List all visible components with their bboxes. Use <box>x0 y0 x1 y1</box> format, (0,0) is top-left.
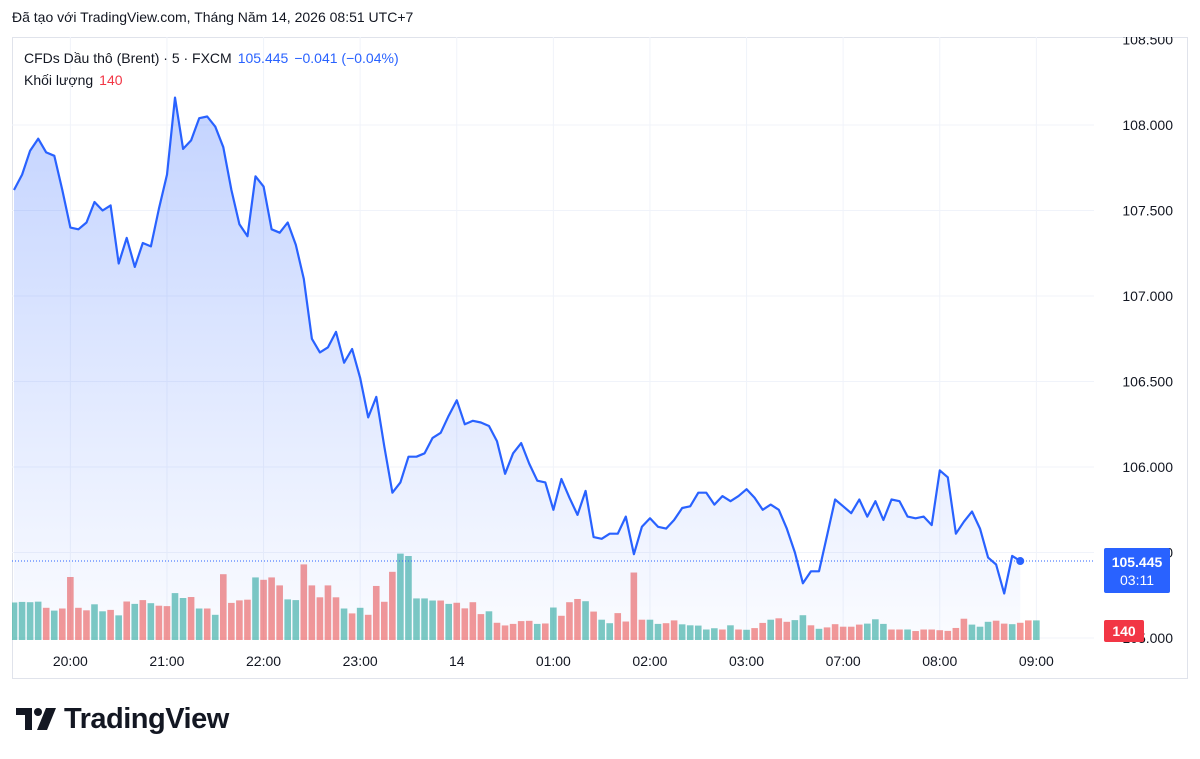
price-area <box>14 97 1021 641</box>
last-price-dot <box>1016 557 1025 566</box>
x-tick-label: 02:00 <box>632 653 667 669</box>
legend-volume-value: 140 <box>99 72 123 88</box>
chart-legend: CFDs Dầu thô (Brent) · 5 · FXCM 105.445 −0… <box>24 47 399 91</box>
x-tick-label: 07:00 <box>826 653 861 669</box>
volume-badge <box>1104 620 1144 642</box>
legend-symbol[interactable]: CFDs Dầu thô (Brent) · 5 · FXCM <box>24 50 232 66</box>
y-tick-label: 108.500 <box>1122 37 1173 48</box>
legend-change: −0.041 (−0.04%) <box>294 50 399 66</box>
x-axis: 20:00 21:00 22:00 23:00 14 01:00 02:00 03:00 07:… <box>53 653 1054 669</box>
x-tick-label: 03:00 <box>729 653 764 669</box>
x-tick-label: 23:00 <box>343 653 378 669</box>
last-price-badge-price: 105.445 <box>1112 554 1163 570</box>
price-line <box>13 96 1021 595</box>
chart-frame[interactable]: 108.500 108.000 107.500 107.000 106.500 106.0… <box>10 32 1188 679</box>
legend-symbol-row: CFDs Dầu thô (Brent) · 5 · FXCM 105.445 −0… <box>24 47 399 69</box>
legend-last-price: 105.445 <box>237 50 289 66</box>
last-price-badge-countdown: 03:11 <box>1120 572 1154 588</box>
y-tick-label: 106.500 <box>1122 374 1173 390</box>
x-tick-label: 01:00 <box>536 653 571 669</box>
x-tick-label: 08:00 <box>922 653 957 669</box>
price-chart[interactable]: 108.500 108.000 107.500 107.000 106.500 106.0… <box>10 32 1188 679</box>
x-tick-label: 20:00 <box>53 653 88 669</box>
chart-border <box>12 37 1188 679</box>
volume-badge-value: 140 <box>1112 623 1136 639</box>
tradingview-logo[interactable]: TradingView <box>16 703 229 735</box>
y-tick-label: 106.000 <box>1122 459 1173 475</box>
x-tick-label: 21:00 <box>149 653 184 669</box>
price-scale-badges: 105.445 03:11 140 <box>1104 548 1170 642</box>
chart-caption: Đã tạo với TradingView.com, Tháng Năm 14… <box>12 9 414 25</box>
last-price-badge <box>1104 548 1170 593</box>
x-tick-label: 14 <box>449 653 465 669</box>
volume-bar <box>10 602 18 640</box>
legend-volume-label[interactable]: Khối lượng <box>24 72 94 88</box>
volume-bar <box>1025 620 1032 640</box>
tradingview-logo-text: TradingView <box>64 702 229 735</box>
tradingview-logo-icon <box>16 708 56 730</box>
y-tick-label: 107.500 <box>1122 203 1173 219</box>
volume-bar <box>1033 620 1040 640</box>
y-tick-label: 107.000 <box>1122 288 1173 304</box>
legend-volume-row: Khối lượng 140 <box>24 69 399 91</box>
y-tick-label: 108.000 <box>1122 117 1173 133</box>
x-tick-label: 22:00 <box>246 653 281 669</box>
x-tick-label: 09:00 <box>1019 653 1054 669</box>
